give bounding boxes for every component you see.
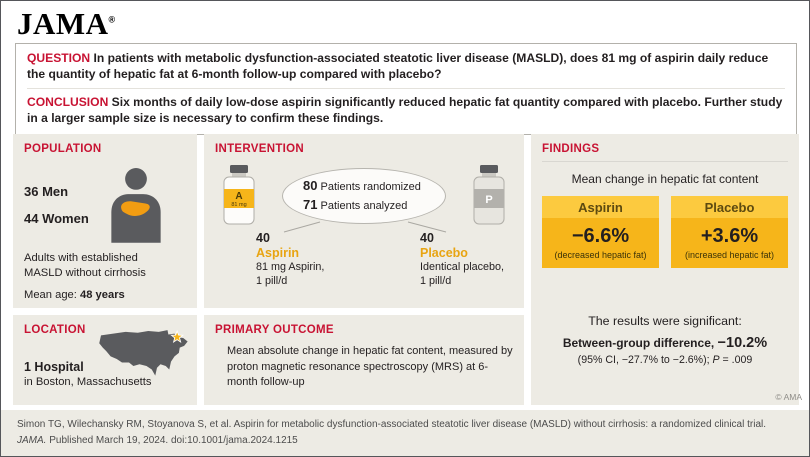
- randomized-line: 80 Patients randomized: [303, 177, 445, 196]
- randomization-lines-icon: [283, 221, 447, 233]
- significance-text: The results were significant:: [588, 314, 742, 328]
- copyright-note: © AMA: [775, 392, 802, 402]
- question-conclusion-box: QUESTION In patients with metabolic dysf…: [15, 43, 797, 135]
- population-counts: 36 Men 44 Women: [24, 178, 89, 233]
- citation-footer: Simon TG, Wilechansky RM, Stoyanova S, e…: [1, 410, 809, 456]
- question-label: QUESTION: [27, 51, 91, 65]
- analyzed-count: 71: [303, 197, 318, 212]
- findings-header: FINDINGS: [542, 143, 600, 155]
- result-boxes: Aspirin −6.6% (decreased hepatic fat) Pl…: [542, 196, 788, 268]
- location-panel: LOCATION 1 Hospital in Boston, Massachus…: [13, 315, 197, 405]
- population-counts-row: 36 Men 44 Women: [24, 167, 186, 243]
- analyzed-text: Patients analyzed: [320, 200, 408, 212]
- main-grid: POPULATION 36 Men 44 Women Adults with e…: [13, 134, 799, 405]
- placebo-result-note: (increased hepatic fat): [684, 250, 775, 260]
- aspirin-arm-detail2: 1 pill/d: [256, 275, 288, 288]
- aspirin-arm-detail1: 81 mg Aspirin,: [256, 261, 325, 273]
- placebo-result-body: +3.6% (increased hepatic fat): [671, 218, 788, 268]
- us-map-icon: [99, 329, 188, 376]
- location-header: LOCATION: [24, 324, 86, 336]
- difference-value: −10.2%: [717, 335, 768, 351]
- analyzed-line: 71 Patients analyzed: [303, 196, 445, 215]
- aspirin-arm-name: Aspirin: [256, 246, 300, 260]
- placebo-arm-name: Placebo: [420, 246, 468, 260]
- conclusion-label: CONCLUSION: [27, 94, 109, 109]
- hospital-count: 1 Hospital: [24, 360, 84, 374]
- population-description: Adults with established MASLD without ci…: [24, 252, 146, 280]
- population-header: POPULATION: [24, 143, 102, 155]
- question-text: In patients with metabolic dysfunction-a…: [27, 51, 769, 82]
- journal-name: JAMA.: [17, 434, 47, 446]
- placebo-arm-n: 40: [420, 231, 434, 245]
- placebo-result-value: +3.6%: [700, 225, 759, 247]
- primary-outcome-text: Mean absolute change in hepatic fat cont…: [227, 345, 513, 389]
- findings-panel: FINDINGS Mean change in hepatic fat cont…: [531, 134, 799, 405]
- liver-icon: [120, 201, 150, 216]
- placebo-result-title: Placebo: [671, 196, 788, 218]
- placebo-arm-detail2: 1 pill/d: [420, 275, 452, 288]
- randomized-count: 80: [303, 178, 318, 194]
- ci-text: (95% CI, −27.7% to −2.6%);: [577, 354, 710, 366]
- conclusion-paragraph: CONCLUSION Six months of daily low-dose …: [27, 94, 785, 127]
- aspirin-result-body: −6.6% (decreased hepatic fat): [542, 218, 659, 268]
- citation-line-1: Simon TG, Wilechansky RM, Stoyanova S, e…: [17, 419, 767, 430]
- boston-star-icon: [170, 329, 184, 343]
- aspirin-bottle-icon: A 81 mg: [223, 165, 255, 225]
- mean-age: Mean age: 48 years: [24, 289, 186, 301]
- aspirin-result-title: Aspirin: [542, 196, 659, 218]
- intervention-header: INTERVENTION: [215, 143, 305, 155]
- confidence-interval: (95% CI, −27.7% to −2.6%); P = .009: [542, 354, 788, 366]
- aspirin-result-value: −6.6%: [571, 225, 630, 247]
- jama-logo-text: JAMA: [17, 6, 109, 41]
- placebo-result-card: Placebo +3.6% (increased hepatic fat): [671, 196, 788, 268]
- intervention-panel: INTERVENTION A 81 mg 80 Patients randomi…: [204, 134, 524, 308]
- p-label: P: [712, 354, 720, 366]
- randomized-text: Patients randomized: [320, 181, 421, 194]
- difference-label: Between-group difference,: [562, 336, 715, 350]
- mean-age-label: Mean age:: [24, 289, 77, 302]
- jama-logo: JAMA®: [17, 6, 116, 42]
- women-count: 44 Women: [24, 211, 89, 226]
- placebo-bottle-letter: P: [485, 194, 492, 206]
- aspirin-bottle-letter: A: [235, 191, 242, 202]
- conclusion-text: Six months of daily low-dose aspirin sig…: [27, 94, 783, 126]
- between-group-difference: Between-group difference, −10.2%: [542, 335, 788, 351]
- registered-mark: ®: [108, 14, 116, 25]
- aspirin-bottle-dose: 81 mg: [231, 202, 246, 208]
- placebo-arm-detail1: Identical placebo,: [420, 261, 505, 273]
- primary-outcome-header: PRIMARY OUTCOME: [215, 324, 334, 336]
- randomization-ellipse: 80 Patients randomized 71 Patients analy…: [282, 168, 446, 224]
- men-count: 36 Men: [24, 183, 69, 199]
- person-liver-icon: [111, 168, 161, 243]
- primary-outcome-panel: PRIMARY OUTCOME Mean absolute change in …: [204, 315, 524, 405]
- aspirin-result-card: Aspirin −6.6% (decreased hepatic fat): [542, 196, 659, 268]
- mean-age-value: 48 years: [79, 289, 125, 302]
- hospital-place: in Boston, Massachusetts: [24, 376, 152, 388]
- placebo-bottle-icon: P: [473, 165, 505, 225]
- population-panel: POPULATION 36 Men 44 Women Adults with e…: [13, 134, 197, 308]
- findings-divider: [542, 161, 788, 162]
- aspirin-arm: 40 Aspirin 81 mg Aspirin, 1 pill/d: [256, 231, 324, 288]
- aspirin-result-note: (decreased hepatic fat): [554, 250, 647, 260]
- question-paragraph: QUESTION In patients with metabolic dysf…: [27, 50, 785, 83]
- placebo-arm: 40 Placebo Identical placebo, 1 pill/d: [420, 231, 504, 288]
- findings-subtitle: Mean change in hepatic fat content: [571, 172, 759, 186]
- question-conclusion-divider: [27, 87, 785, 89]
- p-value: = .009: [719, 354, 753, 366]
- publication-info: Published March 19, 2024. doi:10.1001/ja…: [46, 434, 298, 446]
- aspirin-arm-n: 40: [256, 231, 270, 245]
- citation-line-2: JAMA. Published March 19, 2024. doi:10.1…: [17, 433, 793, 449]
